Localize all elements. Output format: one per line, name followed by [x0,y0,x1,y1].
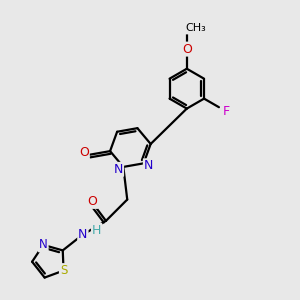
Text: O: O [182,43,192,56]
Text: N: N [39,238,48,251]
Text: O: O [88,195,98,208]
Text: F: F [223,105,230,118]
Text: S: S [60,264,67,277]
Text: N: N [78,228,88,241]
Text: N: N [114,163,123,176]
Text: O: O [79,146,89,159]
Text: CH₃: CH₃ [185,23,206,34]
Text: N: N [144,159,153,172]
Text: H: H [92,224,101,237]
